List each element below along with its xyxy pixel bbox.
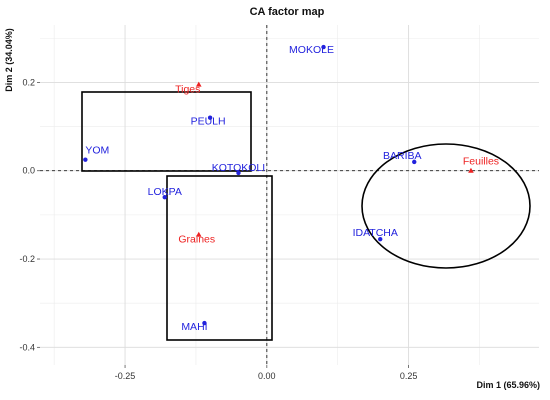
y-tick-label: 0.2 [22,77,35,87]
point-marker [83,157,88,162]
point-marker [162,195,167,200]
point-marker [378,236,383,242]
y-axis-label: Dim 2 (34.04%) [4,28,14,92]
y-tick-label: -0.4 [19,342,35,352]
annotation-box-lower-left [166,175,273,341]
x-axis-label: Dim 1 (65.96%) [476,380,540,390]
point-label: KOTOKOLI [212,162,266,174]
point-label: Tiges [175,84,200,96]
x-tick-label: 0.00 [258,371,276,381]
point-marker [202,320,207,326]
annotation-ellipse-right [361,143,531,269]
point-marker [236,170,241,176]
point-marker [412,159,417,165]
point-label: Feuilles [463,156,499,168]
annotation-box-upper-left [81,91,252,172]
chart-title: CA factor map [250,6,325,18]
group-annotations [81,91,531,341]
zero-lines [40,25,539,365]
point-marker [195,81,202,87]
point-marker [468,167,474,173]
point-marker [195,231,202,237]
point-label: LOKPA [148,186,182,198]
point-label: Graines [178,234,215,246]
y-tick-label: -0.2 [19,254,35,264]
plot-panel [40,25,539,365]
tick-layer: -0.25 0.00 0.25 -0.4 -0.2 0.0 0.2 [19,77,417,381]
point-label: MAHI [181,321,207,333]
y-tick-label: 0.0 [22,166,35,176]
point-label: YOM [85,145,109,157]
x-tick-label: 0.25 [400,371,418,381]
point-marker [207,115,213,120]
points-layer: MOKOLE PEULH YOM KOTOKOLI LOKPA MAHI BARIBA IDA… [83,44,499,333]
point-label: IDATCHA [353,227,398,239]
point-marker [321,44,326,50]
x-tick-label: -0.25 [115,371,136,381]
point-label: MOKOLE [289,44,334,56]
point-label: PEULH [191,116,226,128]
point-label: BARIBA [383,150,422,162]
